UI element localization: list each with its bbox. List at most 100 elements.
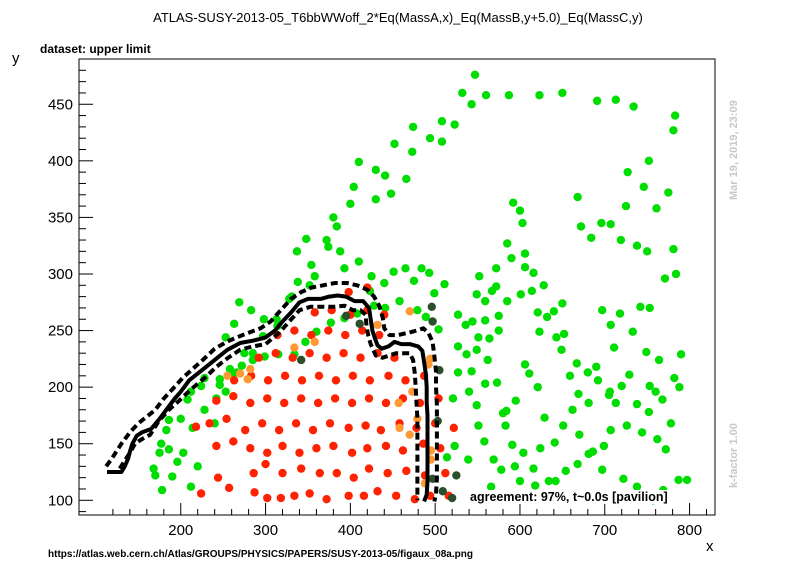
excluded-point: [374, 330, 384, 340]
allowed-point: [529, 268, 538, 278]
mismatch-point: [310, 337, 319, 347]
excluded-point: [263, 376, 273, 385]
allowed-point: [464, 455, 473, 464]
allowed-point: [666, 419, 676, 428]
allowed-point: [558, 299, 567, 308]
excluded-point: [347, 448, 357, 457]
allowed-point: [480, 437, 489, 446]
excluded-point: [365, 376, 375, 385]
allowed-point: [565, 371, 575, 381]
excluded-point: [376, 425, 386, 435]
excluded-point: [249, 468, 258, 478]
allowed-point: [682, 475, 692, 485]
allowed-point: [504, 91, 514, 100]
allowed-point: [654, 355, 664, 365]
excluded_dark-point: [355, 319, 364, 328]
excluded_dark-point: [296, 355, 306, 365]
allowed-point: [550, 438, 559, 447]
allowed-point: [481, 91, 491, 100]
allowed-point: [293, 277, 302, 287]
allowed-point: [151, 471, 160, 480]
allowed-point: [292, 247, 302, 256]
mismatch-point: [413, 414, 422, 424]
allowed-point: [248, 348, 258, 358]
excluded-point: [263, 394, 272, 403]
y-tick-label: 450: [48, 96, 73, 113]
allowed-point: [616, 235, 626, 245]
x-tick-label: 800: [677, 522, 702, 539]
allowed-point: [508, 198, 518, 207]
allowed-point: [332, 222, 341, 231]
allowed-point: [486, 482, 496, 491]
allowed-point: [371, 165, 380, 175]
allowed-point: [186, 482, 196, 491]
allowed-point: [525, 369, 534, 378]
excluded-point: [339, 348, 348, 358]
excluded-point: [381, 398, 391, 408]
agreement-label: agreement: 97%, t~0.0s [pavilion]: [468, 490, 670, 504]
allowed-point: [670, 111, 680, 120]
x-tick-label: 200: [168, 522, 193, 539]
plot-frame: [78, 58, 716, 516]
excluded-point: [222, 414, 231, 424]
allowed-point: [520, 360, 530, 369]
excluded-point: [325, 419, 335, 428]
allowed-point: [664, 188, 673, 197]
excluded-point: [402, 466, 411, 476]
dashed-contour: [118, 303, 420, 501]
allowed-point: [644, 156, 654, 166]
excluded-point: [278, 468, 287, 478]
excluded-point: [310, 308, 319, 317]
allowed-point: [475, 272, 484, 281]
allowed-point: [516, 290, 526, 299]
excluded-point: [205, 419, 214, 428]
allowed-point: [645, 381, 654, 391]
excluded-point: [308, 425, 318, 435]
allowed-point: [586, 233, 596, 242]
allowed-point: [472, 401, 481, 410]
allowed-point: [380, 303, 390, 313]
allowed-point: [453, 342, 463, 351]
allowed-point: [606, 425, 615, 435]
allowed-point: [322, 235, 331, 245]
excluded-point: [373, 487, 382, 496]
allowed-point: [660, 274, 670, 283]
allowed-point: [329, 213, 338, 222]
allowed-point: [674, 475, 683, 485]
excluded-point: [441, 468, 450, 478]
allowed-point: [515, 206, 525, 215]
allowed-point: [483, 355, 492, 365]
allowed-point: [272, 315, 281, 324]
excluded-point: [356, 353, 365, 362]
allowed-point: [598, 305, 607, 315]
excluded-point: [364, 464, 374, 473]
excluded-point: [401, 376, 410, 385]
allowed-point: [520, 249, 530, 258]
allowed-point: [552, 333, 561, 342]
excluded-point: [324, 326, 333, 335]
allowed-point: [425, 134, 435, 143]
allowed-point: [450, 441, 459, 451]
excluded-point: [348, 371, 358, 381]
excluded-point: [381, 441, 391, 451]
allowed-point: [606, 320, 615, 330]
allowed-point: [458, 88, 467, 98]
allowed-point: [529, 464, 538, 473]
excluded-point: [391, 491, 401, 500]
excluded-point: [246, 444, 255, 453]
excluded-point: [290, 491, 299, 500]
allowed-point: [644, 407, 654, 417]
allowed-point: [215, 375, 224, 384]
excluded-point: [296, 464, 306, 473]
x-tick-label: 600: [507, 522, 532, 539]
allowed-point: [544, 476, 553, 486]
excluded-point: [263, 448, 272, 457]
allowed-point: [584, 398, 593, 408]
excluded-point: [254, 353, 263, 362]
excluded-point: [344, 287, 353, 297]
allowed-point: [652, 204, 661, 213]
allowed-point: [572, 359, 581, 368]
y-tick-label: 100: [48, 492, 73, 509]
excluded-point: [241, 425, 250, 435]
excluded-point: [229, 391, 238, 401]
